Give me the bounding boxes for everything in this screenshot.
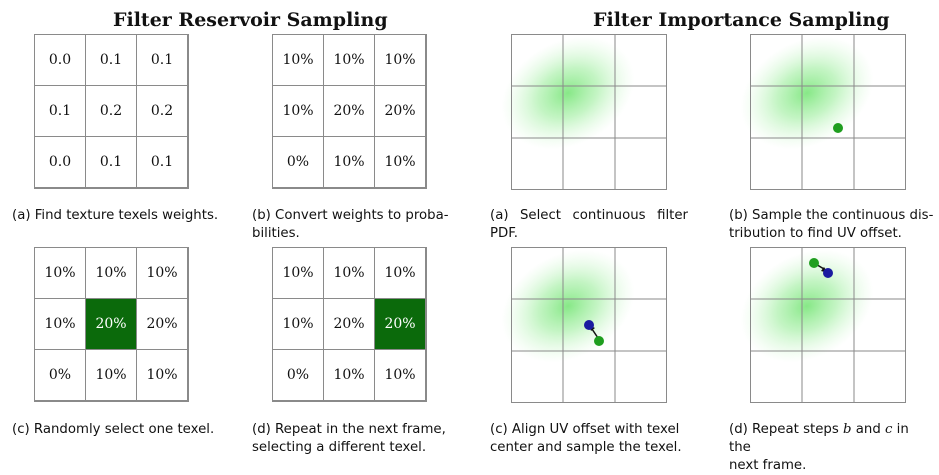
title-reservoir: Filter Reservoir Sampling <box>113 9 388 31</box>
caption-line: (c) Align UV offset with texel <box>490 422 680 437</box>
texel-cell: 0.1 <box>136 136 188 188</box>
caption-importance-b: (b) Sample the continuous dis- tribution… <box>729 207 934 243</box>
filter-pdf <box>501 249 635 363</box>
caption-line: center and sample the texel. <box>490 440 682 455</box>
texel-cell: 10% <box>34 247 86 299</box>
caption-text: (d) Repeat steps <box>729 422 843 437</box>
caption-line: tribution to find UV offset. <box>729 226 902 241</box>
reservoir-grid-b: 10% 10% 10% 10% 20% 20% 0% 10% 10% <box>272 34 427 189</box>
texel-grid <box>750 34 906 190</box>
texel-cell: 0.1 <box>85 34 137 86</box>
step-ref-c: c <box>885 422 893 437</box>
uv-sample-dot <box>833 123 843 133</box>
caption-importance-d: (d) Repeat steps b and c in the next fra… <box>729 421 934 475</box>
texel-cell: 10% <box>136 247 188 299</box>
texel-grid <box>750 247 906 403</box>
texel-cell: 10% <box>323 34 375 86</box>
importance-panel-d <box>740 247 906 403</box>
reservoir-grid-c: 10% 10% 10% 10% 20% 20% 0% 10% 10% <box>34 247 189 402</box>
filter-pdf <box>740 249 874 363</box>
caption-text: and <box>851 422 885 437</box>
texel-cell: 10% <box>374 349 426 401</box>
texel-cell: 0.2 <box>136 85 188 137</box>
texel-cell: 0% <box>272 136 324 188</box>
texel-cell: 0% <box>272 349 324 401</box>
texel-cell: 0.0 <box>34 34 86 86</box>
texel-cell: 10% <box>272 298 324 350</box>
texel-cell: 0.2 <box>85 85 137 137</box>
texel-cell: 10% <box>374 136 426 188</box>
texel-cell: 10% <box>85 349 137 401</box>
importance-panel-c <box>501 247 667 403</box>
caption-line: (a) Select continuous filter <box>490 208 688 223</box>
texel-cell: 0.0 <box>34 136 86 188</box>
selected-texel-cell: 20% <box>374 298 426 350</box>
title-importance: Filter Importance Sampling <box>593 9 890 31</box>
texel-cell: 10% <box>136 349 188 401</box>
importance-panel-b <box>740 34 906 190</box>
texel-grid <box>511 247 667 403</box>
caption-line: (d) Repeat steps b and c in the <box>729 421 934 457</box>
caption-text: in the <box>729 422 909 455</box>
texel-cell: 0.1 <box>34 85 86 137</box>
texel-cell: 10% <box>85 247 137 299</box>
texel-cell: 0.1 <box>85 136 137 188</box>
texel-cell: 0.1 <box>136 34 188 86</box>
filter-pdf <box>501 36 635 150</box>
caption-line: selecting a different texel. <box>252 440 427 455</box>
caption-line: (d) Repeat in the next frame, <box>252 422 446 437</box>
caption-importance-c: (c) Align UV offset with texel center an… <box>490 421 695 457</box>
texel-cell: 0% <box>34 349 86 401</box>
texel-cell: 10% <box>374 247 426 299</box>
caption-reservoir-d: (d) Repeat in the next frame, selecting … <box>252 421 462 457</box>
texel-cell: 20% <box>374 85 426 137</box>
texel-cell: 10% <box>323 136 375 188</box>
texel-cell: 10% <box>374 34 426 86</box>
caption-line: bilities. <box>252 226 300 241</box>
caption-reservoir-a: (a) Find texture texels weights. <box>12 208 219 223</box>
caption-reservoir-c: (c) Randomly select one texel. <box>12 422 215 437</box>
caption-reservoir-b: (b) Convert weights to proba- bilities. <box>252 207 462 243</box>
uv-sample-dot <box>809 258 819 268</box>
step-ref-b: b <box>843 422 852 437</box>
caption-line: next frame. <box>729 458 807 473</box>
texel-cell: 10% <box>272 247 324 299</box>
texel-cell: 10% <box>323 349 375 401</box>
texel-cell: 10% <box>272 85 324 137</box>
texel-center-dot <box>823 268 833 278</box>
caption-line: PDF. <box>490 226 518 241</box>
reservoir-grid-d: 10% 10% 10% 10% 20% 20% 0% 10% 10% <box>272 247 427 402</box>
caption-line: (b) Convert weights to proba- <box>252 208 449 223</box>
texel-cell: 10% <box>34 298 86 350</box>
reservoir-grid-a: 0.0 0.1 0.1 0.1 0.2 0.2 0.0 0.1 0.1 <box>34 34 189 189</box>
caption-importance-a: (a) Select continuous filter PDF. <box>490 207 688 243</box>
texel-cell: 10% <box>323 247 375 299</box>
texel-grid <box>511 34 667 190</box>
texel-center-dot <box>584 320 594 330</box>
texel-cell: 20% <box>136 298 188 350</box>
caption-line: (b) Sample the continuous dis- <box>729 208 934 223</box>
selected-texel-cell: 20% <box>85 298 137 350</box>
importance-panel-a <box>501 34 667 190</box>
texel-cell: 20% <box>323 298 375 350</box>
texel-cell: 20% <box>323 85 375 137</box>
texel-cell: 10% <box>272 34 324 86</box>
filter-pdf <box>740 36 874 150</box>
uv-sample-dot <box>594 336 604 346</box>
